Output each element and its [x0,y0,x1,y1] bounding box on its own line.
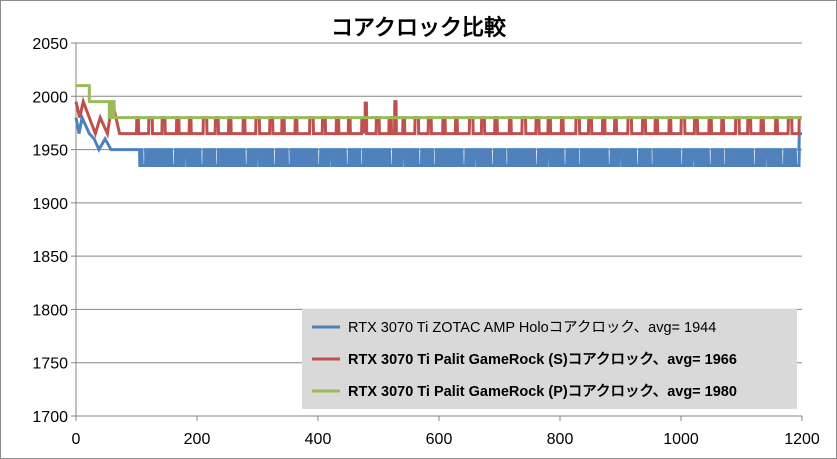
series-lines [74,84,802,168]
x-tick-label-600: 600 [426,431,453,448]
legend-label-2: RTX 3070 Ti Palit GameRock (S)コアクロック、avg… [348,351,737,368]
y-tick-label-1800: 1800 [32,302,68,319]
x-tick-label-1200: 1200 [784,431,820,448]
series-line-3 [76,84,802,120]
y-tick-label-1700: 1700 [32,409,68,426]
grid-lines [76,42,802,364]
y-tick-label-1950: 1950 [32,143,68,160]
y-tick-label-1900: 1900 [32,196,68,213]
series-line-1 [74,112,802,168]
y-tick-label-2050: 2050 [32,36,68,53]
y-tick-label-2000: 2000 [32,89,68,106]
tick-labels: 1700 1750 1800 1850 1900 1950 2000 2050 0 200 400 6… [32,36,819,448]
x-tick-label-400: 400 [305,431,332,448]
y-tick-label-1750: 1750 [32,356,68,373]
x-tick-label-800: 800 [547,431,574,448]
legend: RTX 3070 Ti ZOTAC AMP Holoコアクロック、avg= 19… [302,309,797,409]
x-tick-label-0: 0 [72,431,81,448]
chart-title: コアクロック比較 [331,16,506,41]
x-tick-label-1000: 1000 [663,431,699,448]
legend-box [302,309,797,409]
x-tick-label-200: 200 [184,431,211,448]
legend-label-1: RTX 3070 Ti ZOTAC AMP Holoコアクロック、avg= 19… [348,319,716,336]
legend-label-3: RTX 3070 Ti Palit GameRock (P)コアクロック、avg… [348,383,737,400]
y-tick-label-1850: 1850 [32,249,68,266]
